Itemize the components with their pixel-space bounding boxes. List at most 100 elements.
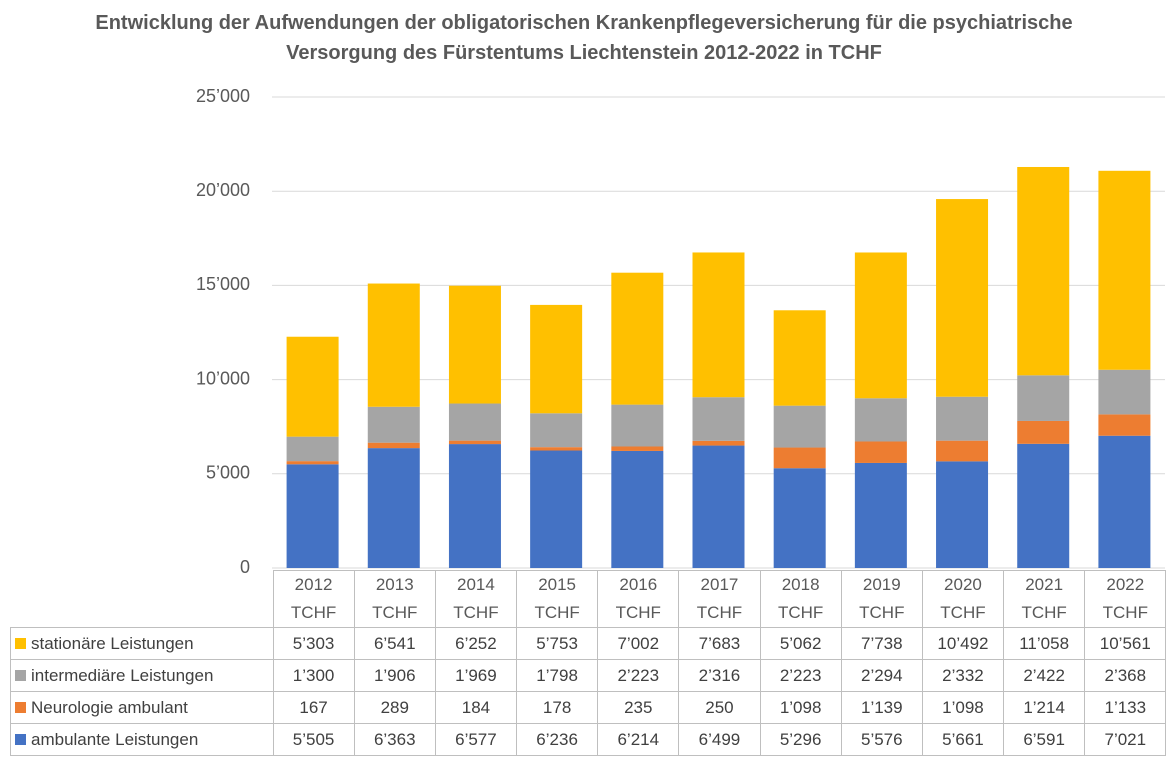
bar-segment xyxy=(448,285,501,404)
bar-segment xyxy=(530,413,583,448)
bar-segment xyxy=(286,461,339,465)
data-label: 6’363 xyxy=(373,729,416,749)
bar-segment xyxy=(367,283,420,407)
table-cell: 6’577 xyxy=(434,723,518,756)
data-label: 7’683 xyxy=(698,633,741,653)
data-label: 11’058 xyxy=(1019,633,1070,653)
table-cell: 2’422 xyxy=(1003,659,1086,692)
table-cell: 184 xyxy=(434,691,518,724)
data-label: 1’969 xyxy=(455,665,497,685)
bar-segment xyxy=(854,252,907,399)
bar-segment xyxy=(936,199,989,397)
data-label: 5’303 xyxy=(292,633,335,653)
data-label: 6’541 xyxy=(373,633,416,653)
table-cell: 11’058 xyxy=(1003,627,1086,660)
bar-segment xyxy=(1017,443,1070,568)
bar-segment xyxy=(1098,369,1151,415)
data-label: 178 xyxy=(542,697,572,717)
x-tick-label: 2015 TCHF xyxy=(534,575,580,622)
legend-label: stationäre Leistungen xyxy=(31,633,194,653)
legend-cell: intermediäre Leistungen xyxy=(10,659,274,692)
bar-segment xyxy=(530,304,583,414)
table-cell: 250 xyxy=(678,691,761,724)
table-header-cell: 2019 TCHF xyxy=(840,570,923,628)
data-table: 2012 TCHF 2013 TCHF 2014 TCHF 2015 TCHF 2016… xyxy=(10,570,1167,756)
data-label: 5’505 xyxy=(292,729,335,749)
table-row: Neurologie ambulant 167 289 184 178 235 250 1’0… xyxy=(10,691,1167,724)
table-cell: 235 xyxy=(597,691,680,724)
data-label: 6’252 xyxy=(455,633,497,653)
table-cell: 6’252 xyxy=(434,627,518,660)
data-label: 1’098 xyxy=(942,697,984,717)
table-cell: 2’223 xyxy=(597,659,680,692)
data-label: 167 xyxy=(299,697,328,717)
bar-segment xyxy=(286,336,339,437)
data-label: 2’368 xyxy=(1104,665,1147,685)
x-tick-label: 2021 TCHF xyxy=(1021,575,1067,622)
legend-label: ambulante Leistungen xyxy=(31,729,199,749)
table-cell: 6’499 xyxy=(678,723,761,756)
data-label: 6’499 xyxy=(698,729,741,749)
table-corner xyxy=(11,571,274,628)
y-tick-label: 10’000 xyxy=(196,368,250,388)
bar-segment xyxy=(530,447,583,451)
legend-swatch xyxy=(15,669,26,681)
data-label: 10’492 xyxy=(937,633,989,653)
data-label: 1’133 xyxy=(1104,697,1147,717)
data-label: 5’062 xyxy=(779,633,822,653)
x-tick-label: 2020 TCHF xyxy=(940,575,986,622)
table-cell: 6’236 xyxy=(516,723,599,756)
data-label: 1’906 xyxy=(373,665,416,685)
data-label: 6’591 xyxy=(1023,729,1065,749)
table-cell: 6’541 xyxy=(353,627,436,660)
x-tick-label: 2012 TCHF xyxy=(290,575,337,622)
table-header-cell: 2016 TCHF xyxy=(597,570,680,628)
table-header-cell: 2012 TCHF xyxy=(272,570,355,628)
table-cell: 1’098 xyxy=(921,691,1005,724)
table-cell: 167 xyxy=(272,691,355,724)
table-cell: 1’300 xyxy=(272,659,355,692)
data-label: 6’214 xyxy=(617,729,660,749)
bar-segment xyxy=(692,445,745,568)
table-cell: 7’683 xyxy=(678,627,761,660)
bar-segment xyxy=(448,440,501,445)
table-cell: 5’303 xyxy=(272,627,355,660)
data-label: 1’798 xyxy=(536,665,578,685)
table-cell: 2’332 xyxy=(921,659,1005,692)
bar-segment xyxy=(1098,435,1151,568)
data-label: 5’661 xyxy=(942,729,984,749)
y-tick-label: 0 xyxy=(240,557,250,577)
legend-swatch xyxy=(15,701,26,713)
table-cell: 7’021 xyxy=(1084,723,1167,756)
legend-label: Neurologie ambulant xyxy=(31,697,188,717)
bar-segment xyxy=(692,397,745,441)
bar-segment xyxy=(936,440,989,462)
data-label: 2’332 xyxy=(942,665,984,685)
bar-segment xyxy=(854,398,907,442)
table-header-cell: 2022 TCHF xyxy=(1084,570,1167,628)
bar-segment xyxy=(1098,170,1151,370)
bar-segment xyxy=(854,441,907,463)
data-label: 7’738 xyxy=(860,633,903,653)
data-label: 5’296 xyxy=(779,729,822,749)
data-label: 5’753 xyxy=(536,633,578,653)
table-cell: 10’561 xyxy=(1084,627,1167,660)
bar-segment xyxy=(611,272,664,405)
data-label: 1’098 xyxy=(779,697,822,717)
table-header-cell: 2021 TCHF xyxy=(1003,570,1086,628)
bar-segment xyxy=(286,436,339,462)
data-label: 7’002 xyxy=(617,633,660,653)
table-cell: 1’098 xyxy=(759,691,842,724)
table-cell: 5’576 xyxy=(840,723,923,756)
table-cell: 289 xyxy=(353,691,436,724)
table-header-cell: 2014 TCHF xyxy=(434,570,518,628)
table-cell: 7’738 xyxy=(840,627,923,660)
table-cell: 10’492 xyxy=(921,627,1005,660)
data-label: 235 xyxy=(624,697,653,717)
bar-segment xyxy=(367,406,420,443)
table-cell: 1’798 xyxy=(516,659,599,692)
table-cell: 5’062 xyxy=(759,627,842,660)
data-label: 250 xyxy=(705,697,734,717)
bar-segment xyxy=(936,396,989,441)
